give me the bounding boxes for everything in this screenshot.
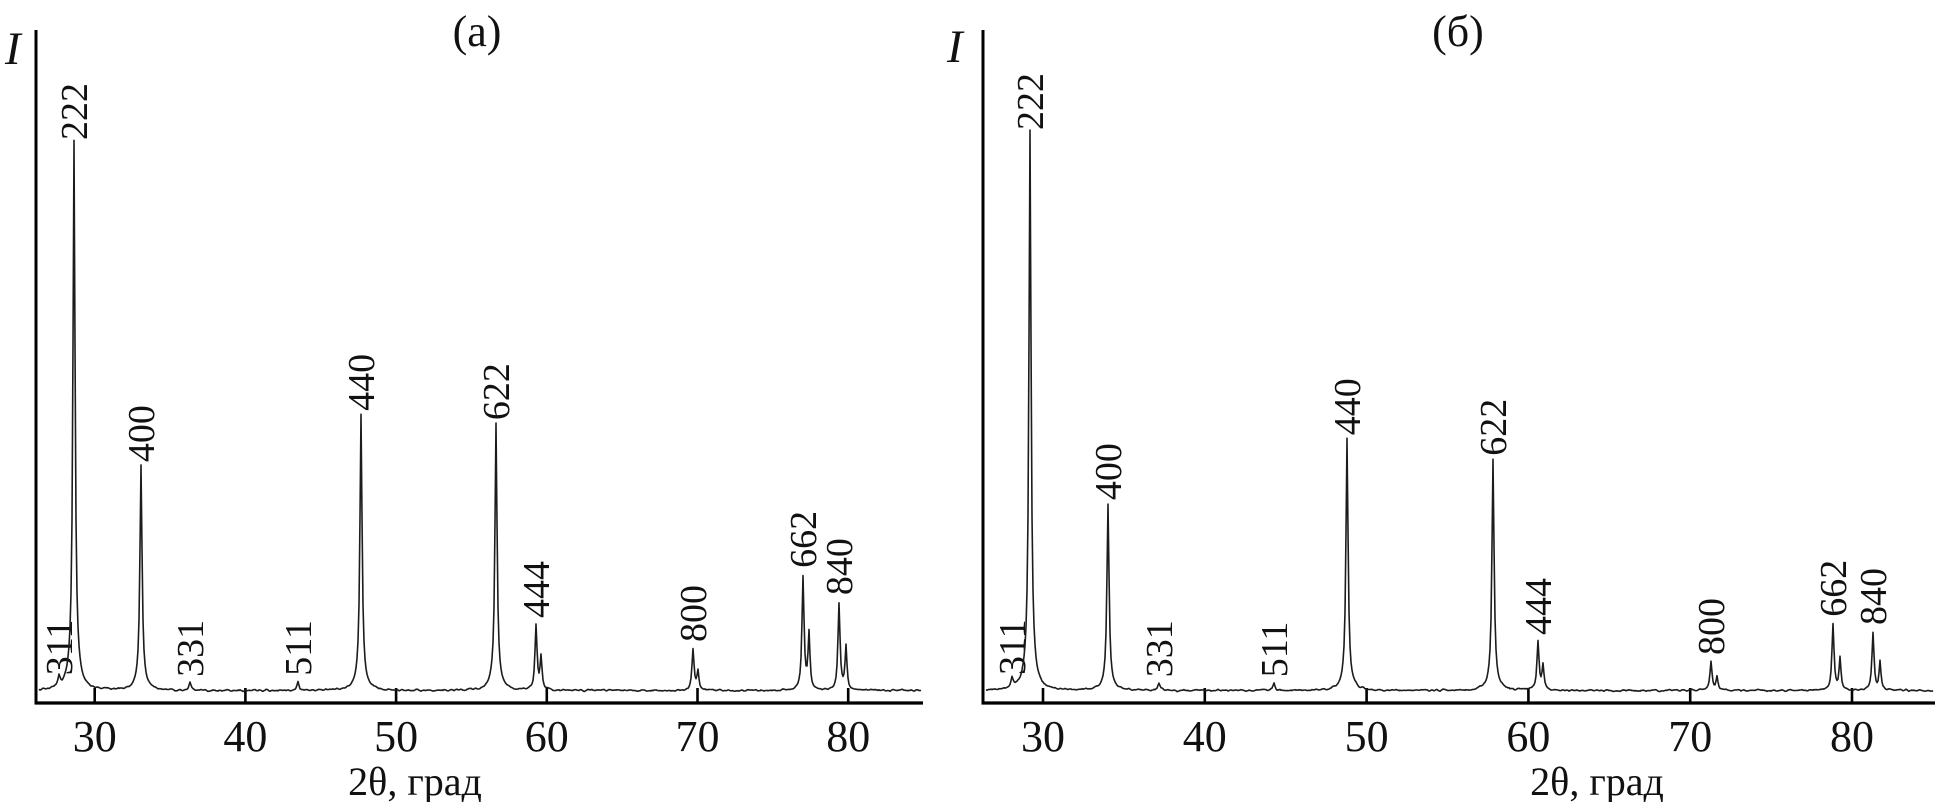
panel-b-title: (б) xyxy=(1432,7,1484,56)
panel-b: (б) I 2θ, град 30 40 50 60 70 80 311 222 400 331… xyxy=(946,7,1935,802)
peak-label-840: 840 xyxy=(1853,568,1895,625)
x-tick-label-40: 40 xyxy=(223,712,267,761)
panel-a-y-axis-label: I xyxy=(4,23,23,75)
peak-label-400: 400 xyxy=(1088,443,1130,500)
peak-label-622: 622 xyxy=(476,363,518,420)
panel-b-y-axis-label: I xyxy=(946,21,965,73)
panel-b-diffraction-trace xyxy=(985,129,1934,693)
panel-a-x-tick-labels: 30 40 50 60 70 80 xyxy=(73,712,871,761)
x-tick-label-60: 60 xyxy=(1506,712,1550,761)
panel-a-diffraction-trace xyxy=(38,139,922,693)
panel-a-title: (а) xyxy=(453,7,502,56)
peak-label-311: 311 xyxy=(992,619,1034,675)
x-tick-label-30: 30 xyxy=(1021,712,1065,761)
peak-label-662: 662 xyxy=(1813,560,1855,617)
peak-label-331: 331 xyxy=(170,620,212,677)
peak-label-622: 622 xyxy=(1473,399,1515,456)
peak-label-400: 400 xyxy=(121,405,163,462)
peak-label-800: 800 xyxy=(1691,598,1733,655)
x-tick-label-60: 60 xyxy=(525,712,569,761)
peak-label-331: 331 xyxy=(1139,620,1181,677)
panel-a: (а) I 2θ, град 30 40 50 60 70 80 311 222 400 331… xyxy=(4,7,923,802)
peak-label-662: 662 xyxy=(783,511,825,568)
peak-label-444: 444 xyxy=(516,561,558,618)
peak-label-511: 511 xyxy=(278,620,320,676)
peak-label-800: 800 xyxy=(673,585,715,642)
x-tick-label-80: 80 xyxy=(1830,712,1874,761)
peak-label-440: 440 xyxy=(1327,378,1369,435)
panel-b-x-tick-labels: 30 40 50 60 70 80 xyxy=(1021,712,1874,761)
panel-a-axes xyxy=(34,30,923,705)
peak-label-444: 444 xyxy=(1518,578,1560,635)
peak-label-311: 311 xyxy=(39,620,81,676)
panel-a-x-axis-label: 2θ, град xyxy=(348,759,482,802)
x-tick-label-50: 50 xyxy=(374,712,418,761)
panel-b-axes xyxy=(981,30,1935,705)
x-tick-label-70: 70 xyxy=(1668,712,1712,761)
x-tick-label-30: 30 xyxy=(73,712,117,761)
peak-label-511: 511 xyxy=(1254,622,1296,678)
peak-label-222: 222 xyxy=(54,83,96,140)
panel-b-x-axis-label: 2θ, град xyxy=(1530,759,1664,802)
peak-label-840: 840 xyxy=(819,538,861,595)
x-tick-label-80: 80 xyxy=(826,712,870,761)
panel-a-x-ticks xyxy=(93,688,850,702)
x-tick-label-40: 40 xyxy=(1183,712,1227,761)
peak-label-440: 440 xyxy=(341,354,383,411)
peak-label-222: 222 xyxy=(1010,73,1052,130)
x-tick-label-70: 70 xyxy=(676,712,720,761)
x-tick-label-50: 50 xyxy=(1345,712,1389,761)
